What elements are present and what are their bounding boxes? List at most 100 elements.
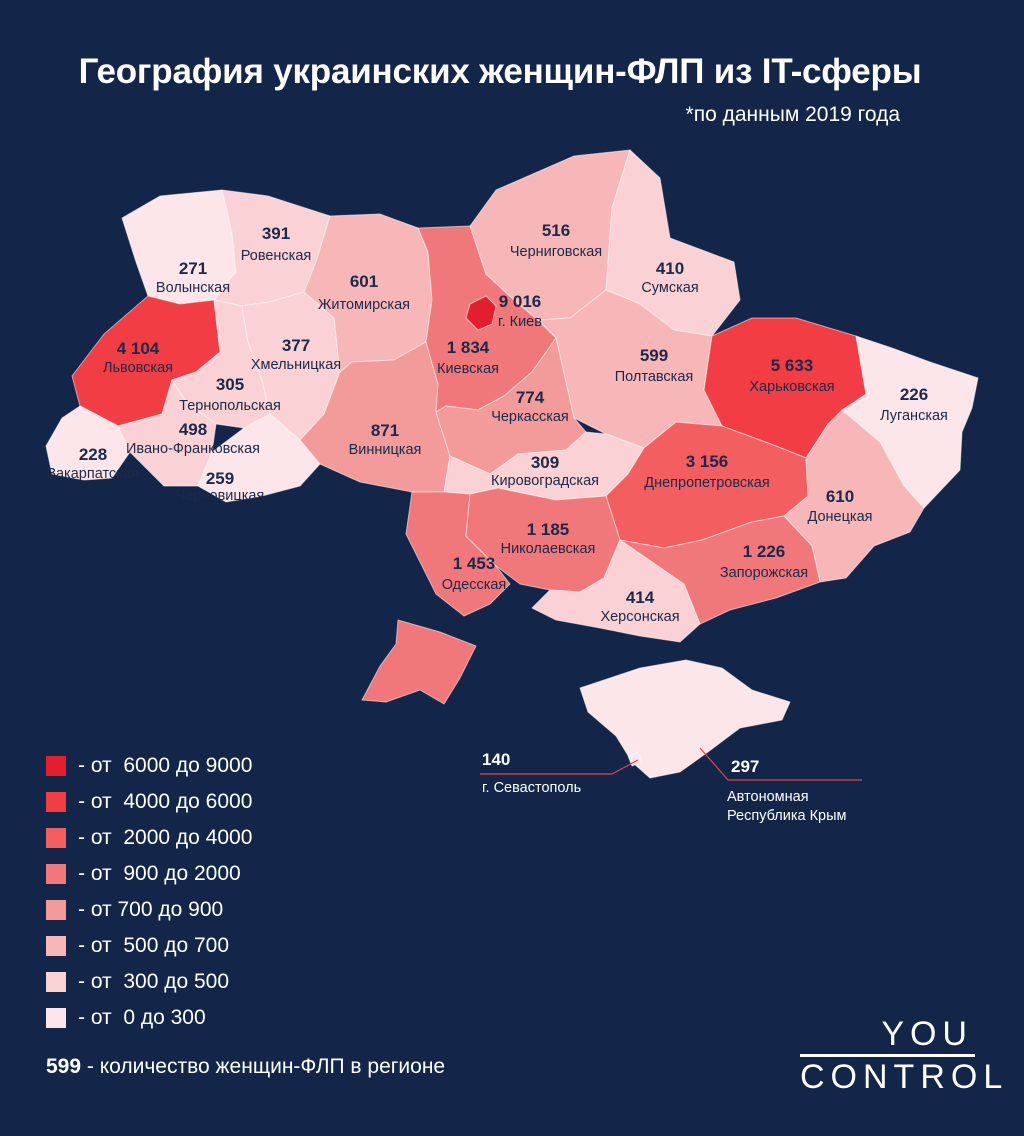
region-value-zaporizhzhia: 1 226 — [743, 542, 786, 561]
region-value-lviv: 4 104 — [117, 339, 160, 358]
page-title: География украинских женщин-ФЛП из IT-сф… — [78, 52, 922, 91]
legend-item-7: - от 300 до 500 — [46, 964, 252, 1000]
region-ivano — [117, 379, 217, 487]
region-name-zaporizhzhia: Запорожская — [720, 565, 808, 581]
legend: - от 6000 до 9000 - от 4000 до 6000 - от… — [46, 748, 252, 1036]
logo-divider — [800, 1054, 975, 1057]
region-value-cherkasy: 774 — [516, 388, 545, 407]
legend-label: - от 2000 до 4000 — [78, 826, 253, 849]
legend-item-3: - от 2000 до 4000 — [46, 820, 252, 856]
legend-label: - от 0 до 300 — [78, 1006, 206, 1029]
region-value-rivne: 391 — [262, 224, 290, 243]
sevastopol-callout-leader — [611, 759, 639, 775]
region-name-kyiv: г. Киев — [498, 314, 542, 330]
footnote-text: - количество женщин-ФЛП в регионе — [81, 1055, 446, 1078]
legend-swatch — [46, 900, 66, 920]
region-name-rivne: Ровенская — [241, 248, 312, 264]
footnote-value: 599 — [46, 1055, 82, 1078]
region-name-zhytomyr: Житомирская — [318, 297, 410, 313]
legend-swatch — [46, 792, 66, 812]
legend-swatch — [46, 756, 66, 776]
region-zakarpattia — [45, 405, 131, 481]
youcontrol-logo: YOU CONTROL — [800, 1016, 1009, 1096]
region-crimea — [579, 659, 791, 779]
logo-bottom-text: CONTROL — [800, 1058, 1009, 1096]
region-kyiv — [465, 295, 497, 331]
region-name-kyivobl: Киевская — [437, 361, 499, 377]
legend-swatch — [46, 936, 66, 956]
region-kherson — [531, 539, 701, 643]
region-name-dnipro: Днепропетровская — [644, 475, 769, 491]
legend-swatch — [46, 864, 66, 884]
legend-label: - от 300 до 500 — [78, 970, 230, 993]
region-name-cherkasy: Черкасская — [491, 409, 569, 425]
region-name-vinnytsia: Винницкая — [349, 442, 422, 458]
region-name-poltava: Полтавская — [615, 369, 694, 385]
data-source-note: *по данным 2019 года — [685, 103, 900, 126]
region-value-mykolaiv: 1 185 — [527, 520, 570, 539]
region-name-ternopil: Тернопольская — [179, 398, 281, 414]
region-value-zhytomyr: 601 — [350, 272, 378, 291]
region-value-kharkiv: 5 633 — [771, 356, 814, 375]
region-name-kherson: Херсонская — [600, 609, 679, 625]
region-name-crimea-line: Автономная — [727, 789, 809, 805]
region-odesa — [405, 491, 511, 617]
legend-item-8: - от 0 до 300 — [46, 1000, 252, 1036]
legend-item-2: - от 4000 до 6000 — [46, 784, 252, 820]
region-value-luhansk: 226 — [900, 385, 928, 404]
region-value-vinnytsia: 871 — [371, 421, 399, 440]
region-value-crimea: 297 — [731, 757, 759, 776]
region-value-ivano: 498 — [179, 420, 207, 439]
region-name-odesa: Одесская — [442, 577, 507, 593]
region-name-sevastopol: г. Севастополь — [482, 780, 581, 796]
region-name-mykolaiv: Николаевская — [501, 541, 596, 557]
legend-label: - от 4000 до 6000 — [78, 790, 253, 813]
crimea-callout-leader — [699, 747, 729, 781]
region-value-dnipro: 3 156 — [686, 452, 729, 471]
legend-swatch — [46, 828, 66, 848]
legend-label: - от 700 до 900 — [78, 898, 224, 921]
legend-label: - от 6000 до 9000 — [78, 754, 253, 777]
region-value-chernihiv: 516 — [542, 221, 570, 240]
region-odesa — [361, 619, 477, 705]
legend-item-5: - от 700 до 900 — [46, 892, 252, 928]
legend-item-6: - от 500 до 700 — [46, 928, 252, 964]
labels-layer: 271 Волынская 391 Ровенская 4 104 Львовская 30… — [47, 221, 948, 824]
region-value-volyn: 271 — [179, 259, 207, 278]
region-value-kherson: 414 — [626, 588, 655, 607]
region-name-sumy: Сумская — [641, 280, 698, 296]
region-name-zakarpattia: Закарпатская — [47, 466, 139, 482]
region-value-zakarpattia: 228 — [79, 445, 107, 464]
region-name-kharkiv: Харьковская — [749, 379, 834, 395]
region-name-ivano: Ивано-Франковская — [126, 441, 260, 457]
legend-swatch — [46, 1008, 66, 1028]
region-sevastopol — [627, 751, 643, 767]
region-name-lviv: Львовская — [103, 360, 173, 376]
region-value-khmelnytskyi: 377 — [282, 336, 310, 355]
legend-item-4: - от 900 до 2000 — [46, 856, 252, 892]
region-name-khmelnytskyi: Хмельницкая — [251, 357, 341, 373]
legend-label: - от 500 до 700 — [78, 934, 230, 957]
legend-swatch — [46, 972, 66, 992]
region-name-crimea: Автономная Республика Крым — [727, 789, 846, 824]
region-name-chernivtsi: Черновицкая — [176, 488, 265, 504]
regions-layer — [45, 149, 979, 779]
region-name-crimea-line: Республика Крым — [727, 808, 846, 824]
legend-item-1: - от 6000 до 9000 — [46, 748, 252, 784]
region-value-sevastopol: 140 — [482, 750, 510, 769]
region-value-kirovohrad: 309 — [531, 453, 559, 472]
region-value-poltava: 599 — [640, 346, 668, 365]
region-value-sumy: 410 — [656, 259, 684, 278]
region-value-ternopil: 305 — [216, 375, 244, 394]
region-value-donetsk: 610 — [826, 487, 854, 506]
region-value-kyivobl: 1 834 — [447, 338, 490, 357]
region-name-volyn: Волынская — [156, 280, 230, 296]
footnote: 599 - количество женщин-ФЛП в регионе — [46, 1055, 445, 1079]
legend-label: - от 900 до 2000 — [78, 862, 241, 885]
region-name-kirovohrad: Кировоградская — [491, 473, 599, 489]
region-name-luhansk: Луганская — [880, 408, 948, 424]
region-value-chernivtsi: 259 — [206, 469, 234, 488]
region-value-odesa: 1 453 — [453, 554, 496, 573]
region-name-chernihiv: Черниговская — [510, 244, 602, 260]
